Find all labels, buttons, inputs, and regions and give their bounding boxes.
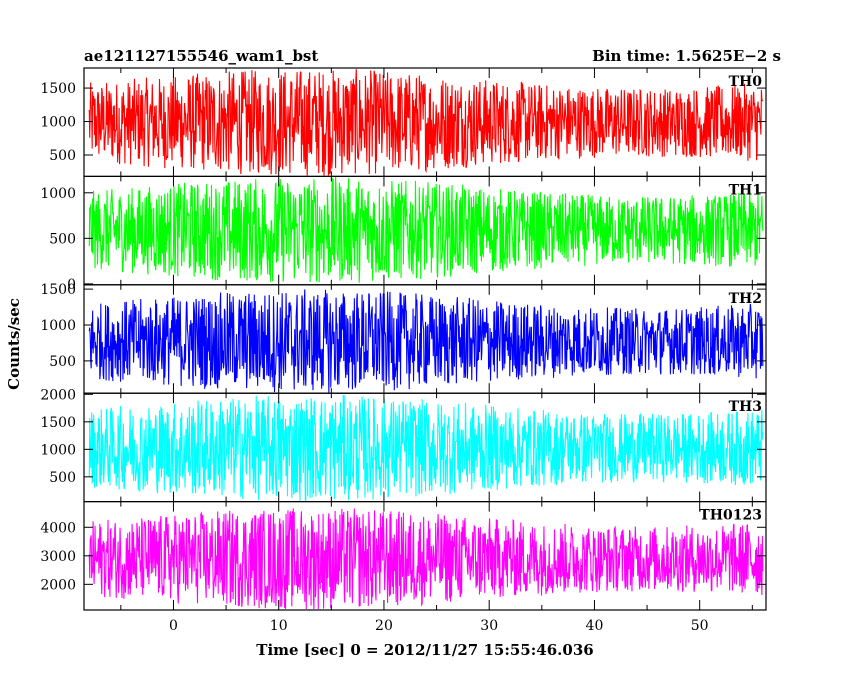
y-tick-label: 3000 [40, 549, 76, 565]
x-tick-label: 0 [169, 618, 178, 634]
y-axis-label: Counts/sec [5, 298, 23, 390]
x-tick-label: 30 [480, 618, 498, 634]
y-tick-label: 2000 [40, 577, 76, 593]
y-tick-label: 4000 [40, 520, 76, 536]
y-tick-label: 1500 [40, 282, 76, 298]
panel-th0123: 2000 3000 4000 TH0123 [40, 501, 767, 611]
x-axis-label: Time [sec] 0 = 2012/11/27 15:55:46.036 [256, 641, 593, 659]
y-tick-label: 500 [49, 148, 76, 164]
trace-th1 [88, 176, 764, 283]
y-tick-label: 1500 [40, 81, 76, 97]
y-tick-label: 500 [49, 470, 76, 486]
trace-th2 [88, 289, 764, 393]
panel-th1: 0 500 1000 TH1 [40, 175, 767, 293]
x-tick-label: 10 [270, 618, 288, 634]
chart-title-left: ae121127155546_wam1_bst [84, 47, 318, 65]
trace-th0 [88, 69, 764, 176]
chart-title-right: Bin time: 1.5625E−2 s [592, 47, 781, 65]
y-tick-label: 0 [67, 277, 76, 293]
panel-label: TH0 [729, 74, 763, 90]
y-tick-label: 500 [49, 354, 76, 370]
y-tick-label: 1000 [40, 115, 76, 131]
panel-label: TH3 [729, 399, 762, 415]
y-tick-label: 2000 [40, 387, 76, 403]
trace-th0123 [88, 508, 764, 610]
x-tick-label: 50 [691, 618, 709, 634]
y-tick-label: 1000 [40, 186, 76, 202]
trace-th3 [88, 394, 764, 502]
y-tick-label: 1000 [40, 318, 76, 334]
y-tick-label: 1500 [40, 415, 76, 431]
panel-th2: 500 1000 1500 TH2 [40, 282, 767, 394]
panel-label: TH2 [729, 291, 762, 307]
y-tick-label: 500 [49, 231, 76, 247]
panel-label: TH0123 [699, 508, 762, 524]
panel-th3: 500 1000 1500 2000 TH3 [40, 387, 767, 503]
panel-label: TH1 [729, 182, 762, 198]
x-tick-label: 40 [586, 618, 604, 634]
x-tick-label: 20 [375, 618, 393, 634]
panel-th0: 500 1000 1500 TH0 [40, 67, 767, 178]
y-tick-label: 1000 [40, 442, 76, 458]
